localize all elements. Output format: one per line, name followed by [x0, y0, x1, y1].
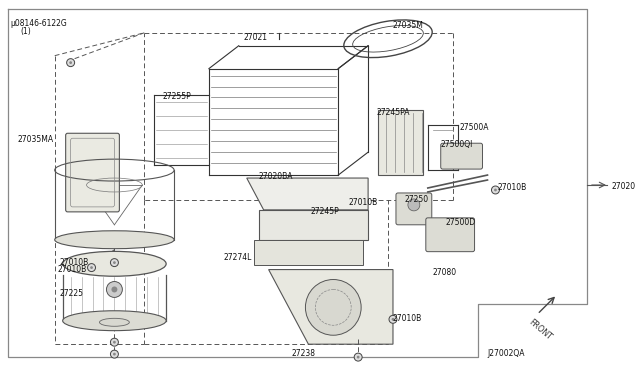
Text: 27010B: 27010B: [393, 314, 422, 323]
Circle shape: [106, 282, 122, 298]
Circle shape: [113, 341, 116, 344]
Text: 27020: 27020: [612, 182, 636, 191]
Text: 27500A: 27500A: [460, 124, 489, 132]
Text: 27245PA: 27245PA: [376, 108, 410, 118]
FancyBboxPatch shape: [66, 133, 120, 212]
Circle shape: [305, 279, 361, 335]
Circle shape: [111, 286, 117, 292]
Circle shape: [492, 186, 499, 194]
Text: 27035M: 27035M: [393, 21, 424, 30]
Circle shape: [354, 353, 362, 361]
Circle shape: [90, 266, 93, 269]
Circle shape: [113, 261, 116, 264]
Text: 27255P: 27255P: [162, 93, 191, 102]
Text: 27010B: 27010B: [497, 183, 527, 192]
Text: 27020BA: 27020BA: [259, 172, 293, 181]
Text: 27225: 27225: [60, 289, 84, 298]
Text: µ08146-6122G: µ08146-6122G: [10, 19, 67, 28]
Text: 27238: 27238: [291, 349, 316, 358]
Polygon shape: [378, 110, 423, 175]
Text: (1): (1): [20, 27, 31, 36]
Circle shape: [67, 59, 75, 67]
Text: 27035MA: 27035MA: [18, 135, 54, 144]
Text: FRONT: FRONT: [527, 317, 554, 341]
Circle shape: [88, 264, 95, 272]
Circle shape: [111, 259, 118, 267]
Text: 27500QI: 27500QI: [441, 140, 473, 149]
Text: 27010B: 27010B: [60, 258, 89, 267]
FancyBboxPatch shape: [396, 193, 432, 225]
Circle shape: [111, 338, 118, 346]
Text: 27250: 27250: [405, 195, 429, 204]
Text: J27002QA: J27002QA: [488, 349, 525, 358]
FancyBboxPatch shape: [441, 143, 483, 169]
Text: 27021: 27021: [244, 33, 268, 42]
Circle shape: [356, 356, 360, 359]
Text: 27010B: 27010B: [58, 264, 87, 273]
Circle shape: [408, 199, 420, 211]
Polygon shape: [247, 178, 368, 210]
Circle shape: [69, 61, 72, 64]
Text: 27080: 27080: [433, 267, 457, 276]
Text: 27245P: 27245P: [310, 207, 339, 216]
Circle shape: [111, 350, 118, 358]
Polygon shape: [253, 240, 363, 264]
Circle shape: [494, 189, 497, 191]
Text: 27010B: 27010B: [348, 198, 378, 207]
Ellipse shape: [63, 311, 166, 331]
Polygon shape: [269, 270, 393, 344]
Polygon shape: [259, 210, 368, 240]
Text: 27500D: 27500D: [445, 218, 476, 227]
Ellipse shape: [54, 231, 174, 248]
Ellipse shape: [63, 251, 166, 276]
Text: 27274L: 27274L: [224, 253, 252, 262]
Circle shape: [392, 318, 394, 321]
Circle shape: [113, 353, 116, 356]
Ellipse shape: [99, 318, 129, 326]
Circle shape: [389, 315, 397, 323]
FancyBboxPatch shape: [426, 218, 474, 252]
